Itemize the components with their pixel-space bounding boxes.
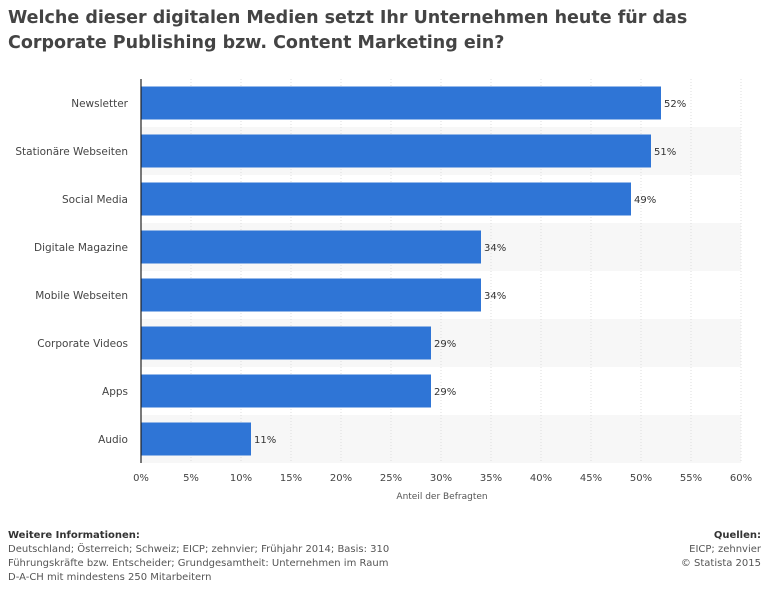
data-label: 29% [434, 387, 456, 398]
data-label: 52% [664, 99, 686, 110]
category-label: Digitale Magazine [34, 242, 128, 254]
x-tick-label: 5% [183, 473, 199, 484]
category-label: Audio [98, 434, 128, 446]
x-tick-label: 15% [280, 473, 302, 484]
bar [141, 230, 481, 264]
x-tick-label: 60% [730, 473, 752, 484]
footer-sources: Quellen: EICP; zehnvier © Statista 2015 [561, 529, 761, 571]
x-tick-label: 45% [580, 473, 602, 484]
x-tick-label: 30% [430, 473, 452, 484]
category-label: Newsletter [71, 98, 128, 110]
info-text: Deutschland; Österreich; Schweiz; EICP; … [8, 544, 390, 583]
chart-title: Welche dieser digitalen Medien setzt Ihr… [8, 8, 688, 53]
info-heading: Weitere Informationen: [8, 530, 140, 541]
data-label: 11% [254, 435, 276, 446]
data-label: 34% [484, 291, 506, 302]
category-label: Stationäre Webseiten [15, 146, 128, 158]
data-label: 29% [434, 339, 456, 350]
bar [141, 374, 431, 408]
x-tick-label: 10% [230, 473, 252, 484]
sources-text: EICP; zehnvier [689, 544, 761, 555]
copyright: © Statista 2015 [680, 558, 761, 569]
category-label: Apps [102, 386, 128, 398]
bar [141, 86, 661, 120]
x-axis-title: Anteil der Befragten [396, 492, 487, 502]
sources-heading: Quellen: [713, 530, 761, 541]
category-label: Social Media [62, 194, 128, 206]
bar-chart: 52% Newsletter 51% Stationäre Webseiten 49% S… [15, 79, 752, 502]
x-tick-label: 25% [380, 473, 402, 484]
x-tick-label: 20% [330, 473, 352, 484]
data-label: 34% [484, 243, 506, 254]
x-tick-label: 50% [630, 473, 652, 484]
category-label: Mobile Webseiten [35, 290, 128, 302]
bar [141, 134, 651, 168]
data-label: 51% [654, 147, 676, 158]
bar [141, 278, 481, 312]
x-tick-label: 55% [680, 473, 702, 484]
bar [141, 326, 431, 360]
bar [141, 422, 251, 456]
x-tick-label: 0% [133, 473, 149, 484]
x-tick-label: 40% [530, 473, 552, 484]
x-tick-label: 35% [480, 473, 502, 484]
category-label: Corporate Videos [37, 338, 128, 350]
bar [141, 182, 631, 216]
footer-info: Weitere Informationen: Deutschland; Öste… [8, 529, 398, 585]
data-label: 49% [634, 195, 656, 206]
